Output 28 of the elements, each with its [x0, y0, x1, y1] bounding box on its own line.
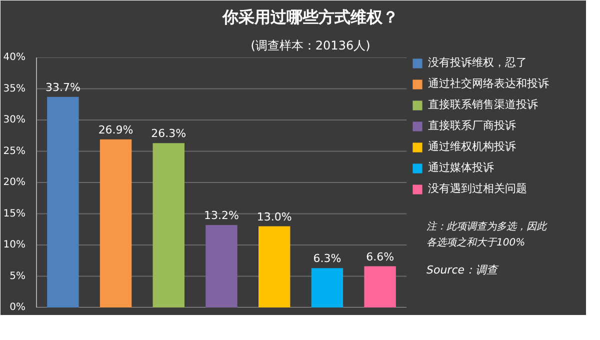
legend-label: 通过维权机构投诉: [428, 139, 516, 154]
legend-label: 通过社交网络表达和投诉: [428, 76, 549, 91]
source-note: Source：调查: [426, 264, 500, 276]
text: 注：此项调查为多选，因此: [426, 220, 548, 232]
data-label: 6.3%: [313, 252, 342, 266]
legend-label: 直接联系厂商投诉: [428, 118, 516, 133]
y-tick-label: 20%: [3, 177, 26, 188]
y-tick-label: 0%: [10, 302, 26, 313]
legend-label: 通过媒体投诉: [428, 160, 494, 175]
legend-label: 没有遇到过相关问题: [428, 181, 527, 196]
data-label: 26.9%: [98, 123, 134, 136]
text: 各选项之和大于100%: [426, 236, 526, 248]
y-tick-label: 10%: [3, 240, 26, 250]
data-label: 13.0%: [256, 210, 292, 224]
chart-subtitle: (调查样本：20136人): [250, 38, 370, 52]
y-tick-label: 25%: [3, 146, 26, 157]
chart-title: 你采用过哪些方式维权？: [222, 8, 398, 26]
legend-label: 没有投诉维权，忍了: [428, 56, 527, 70]
data-label: 26.3%: [151, 127, 186, 140]
y-tick-label: 40%: [3, 52, 26, 63]
y-tick-label: 5%: [10, 270, 26, 282]
legend-label: 直接联系销售渠道投诉: [428, 97, 538, 112]
data-label: 13.2%: [204, 209, 239, 222]
data-label: 33.7%: [45, 80, 80, 94]
y-tick-label: 30%: [3, 114, 26, 126]
y-tick-label: 15%: [3, 208, 26, 220]
data-label: 6.6%: [366, 250, 394, 264]
y-tick-label: 35%: [3, 83, 26, 94]
